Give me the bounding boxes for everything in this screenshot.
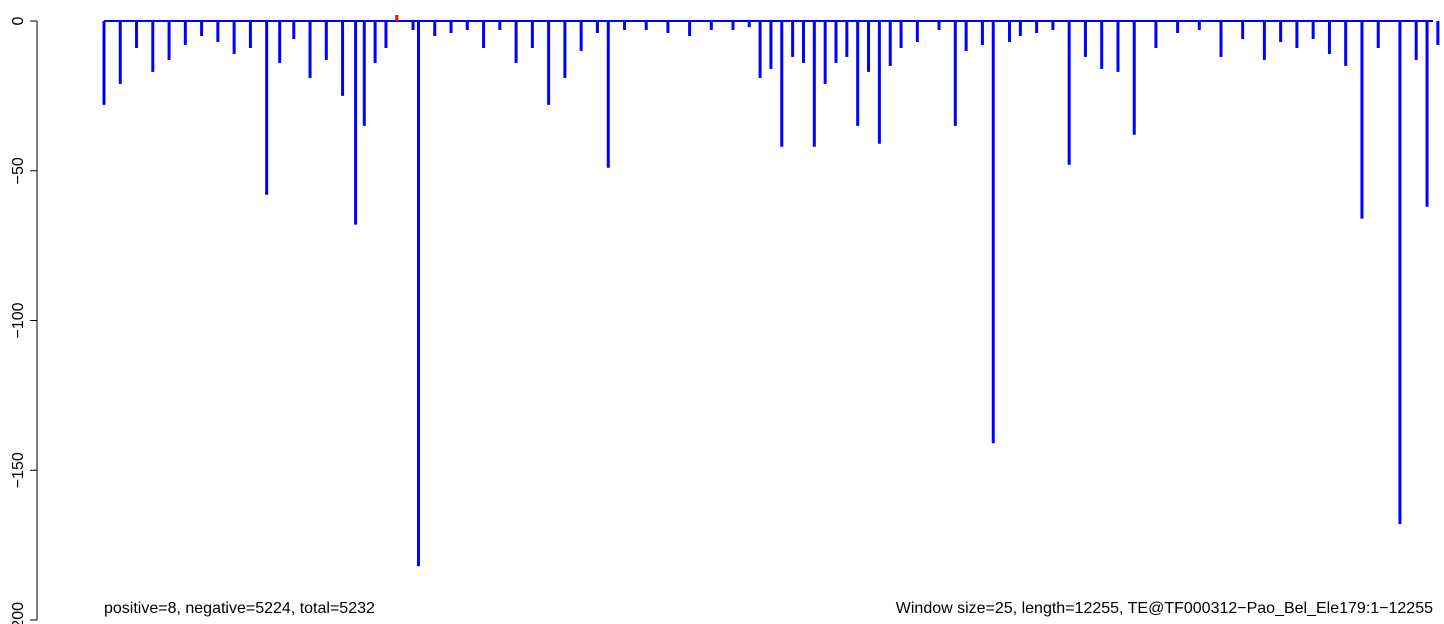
y-tick-label: 0 [10, 16, 27, 25]
y-tick-label: −100 [10, 302, 27, 338]
y-tick-label: −150 [10, 452, 27, 488]
y-tick-label: −200 [10, 602, 27, 624]
counts-annotation: positive=8, negative=5224, total=5232 [104, 600, 375, 617]
info-annotation: Window size=25, length=12255, TE@TF00031… [896, 600, 1433, 617]
plot-area [102, 15, 1440, 567]
y-tick-label: −50 [10, 157, 27, 184]
y-axis: 0 −50 −100 −150 −200 [10, 16, 38, 624]
